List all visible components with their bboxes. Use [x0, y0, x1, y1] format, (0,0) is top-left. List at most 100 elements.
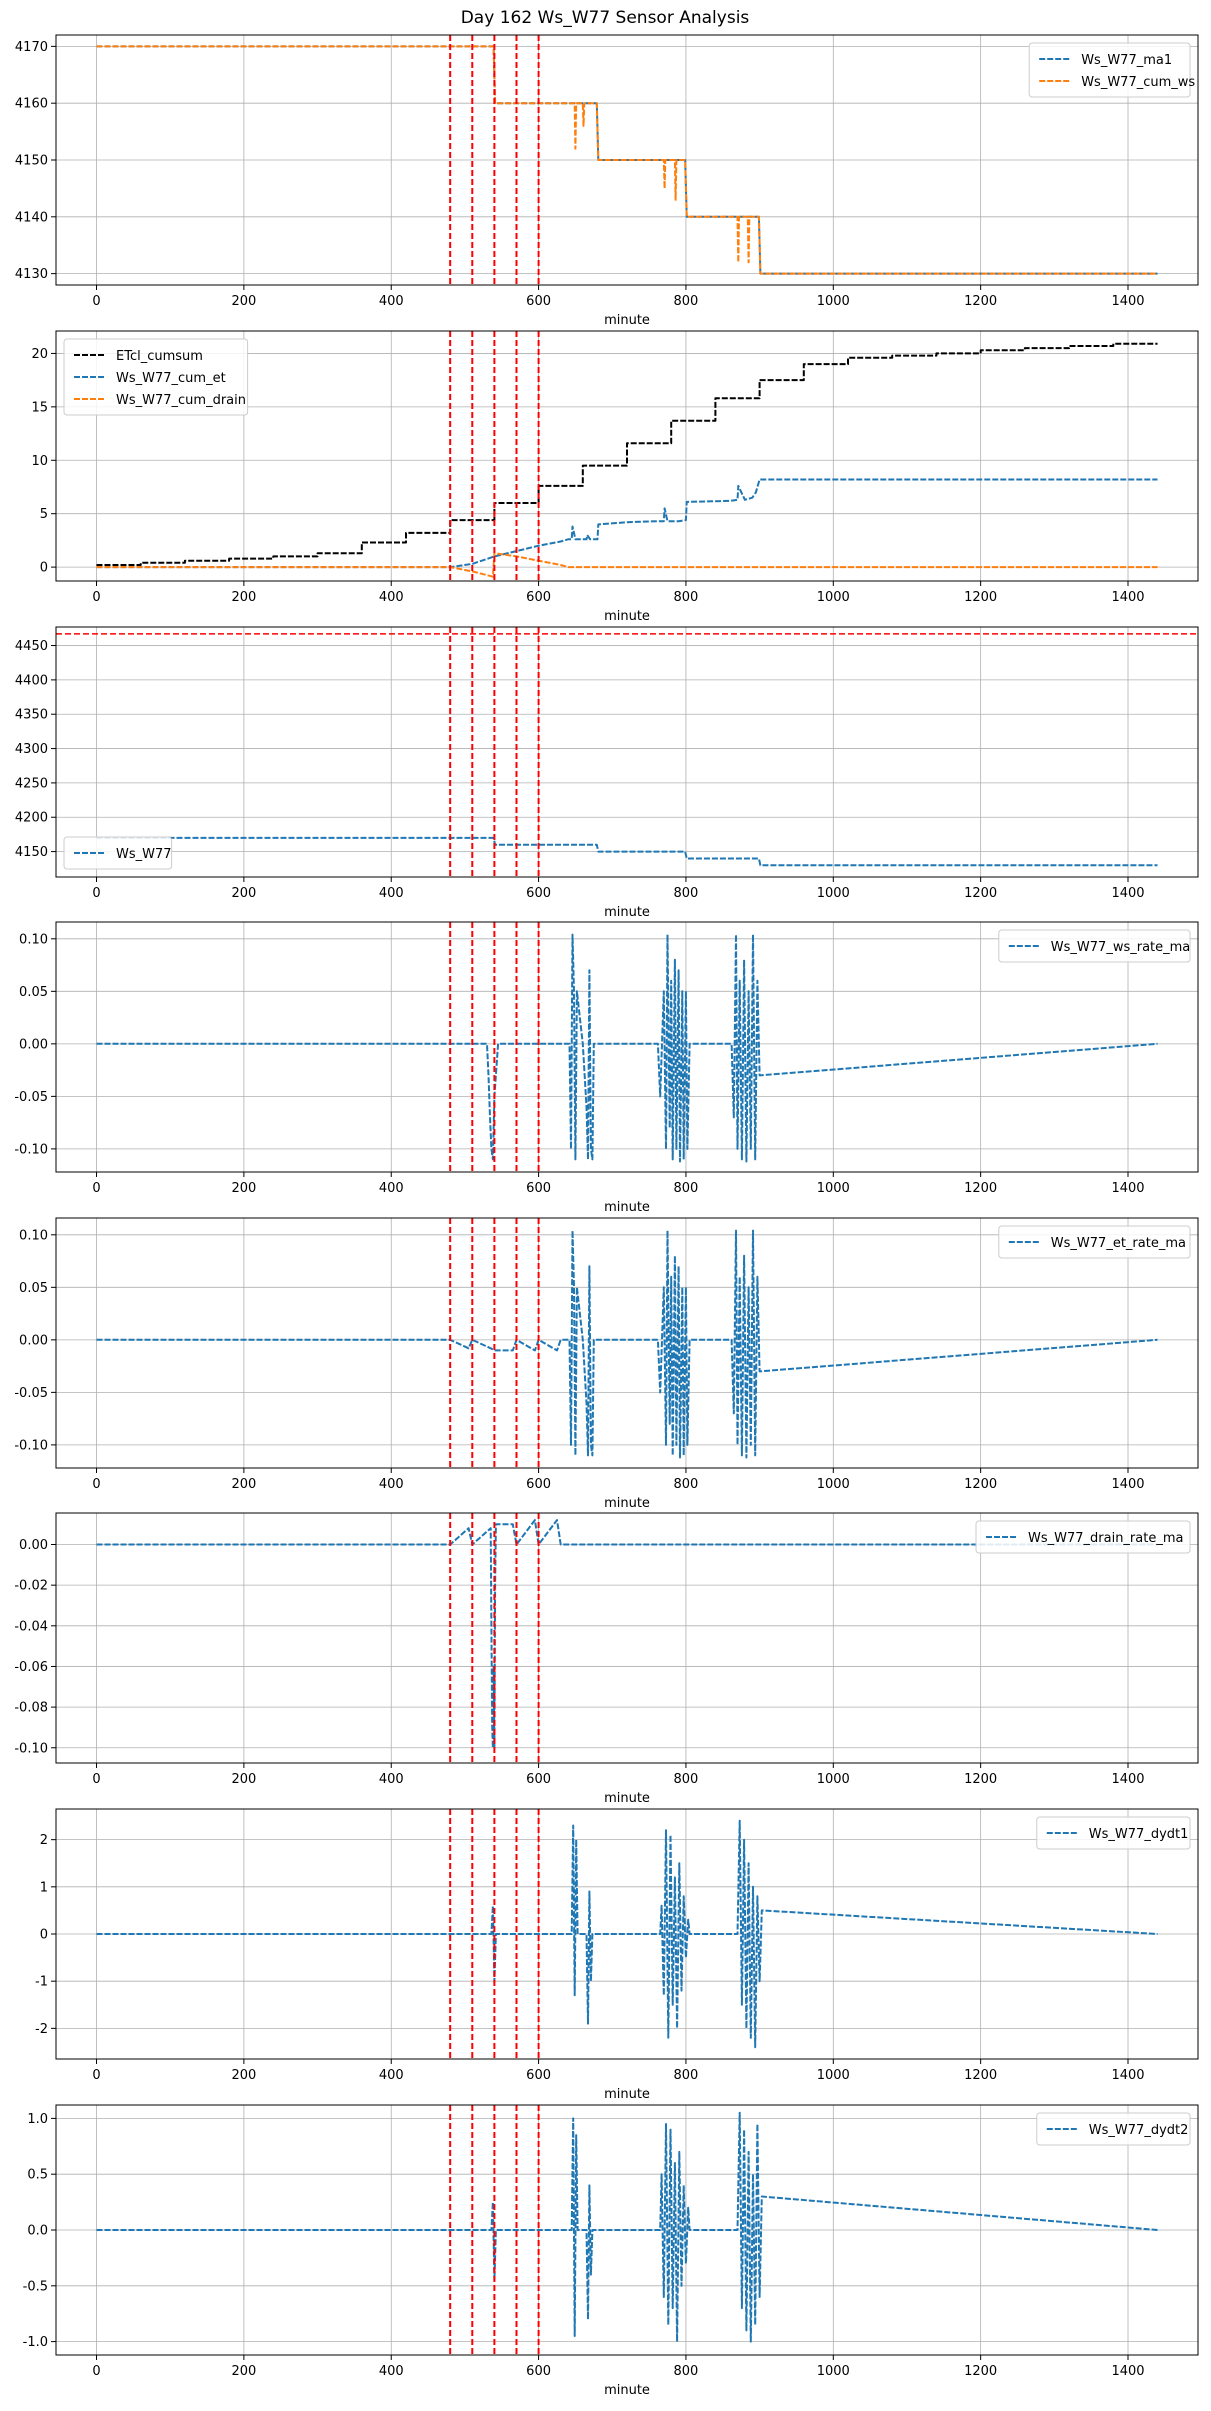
x-tick-label: 0	[92, 1181, 100, 1196]
legend-box	[63, 338, 249, 416]
y-tick-label: 0.00	[19, 1538, 48, 1553]
plot-area	[96, 1218, 1158, 1468]
y-tick-label: 4150	[15, 154, 48, 169]
x-tick-label: 400	[379, 1477, 404, 1492]
x-axis-label: minute	[604, 609, 650, 624]
plot-area	[96, 922, 1158, 1172]
x-tick-label: 1000	[817, 886, 850, 901]
x-tick-label: 1000	[817, 2364, 850, 2379]
y-tick-label: 4350	[15, 708, 48, 723]
x-tick-label: 200	[231, 1181, 256, 1196]
x-tick-label: 600	[526, 590, 551, 605]
y-tick-label: -0.02	[14, 1579, 48, 1594]
x-tick-label: 1400	[1111, 2364, 1144, 2379]
plot-area	[96, 1809, 1158, 2059]
legend-box	[975, 1520, 1191, 1554]
x-tick-label: 0	[92, 590, 100, 605]
x-tick-label: 600	[526, 1772, 551, 1787]
x-axis-label: minute	[604, 2383, 650, 2398]
legend-label: Ws_W77_ws_rate_ma	[1051, 940, 1190, 955]
y-tick-label: 4200	[15, 811, 48, 826]
x-tick-label: 1200	[964, 886, 997, 901]
x-tick-label: 800	[674, 294, 699, 309]
legend-box	[998, 929, 1191, 963]
legend-label: Ws_W77_drain_rate_ma	[1028, 1531, 1183, 1546]
x-tick-label: 0	[92, 2068, 100, 2083]
legend-box	[63, 836, 173, 870]
y-tick-label: 4140	[15, 210, 48, 225]
legend-label: Ws_W77_et_rate_ma	[1051, 1236, 1186, 1251]
y-tick-label: 4160	[15, 97, 48, 112]
x-tick-label: 800	[674, 2364, 699, 2379]
series-line-ws-w77-et-rate-ma	[96, 1229, 1158, 1459]
plot-area	[96, 35, 1158, 285]
y-tick-label: -2	[35, 2022, 48, 2037]
y-tick-label: 5	[40, 507, 48, 522]
axes-frame	[55, 1808, 1199, 2060]
x-axis-label: minute	[604, 313, 650, 328]
y-tick-label: 4150	[15, 845, 48, 860]
chart-panel-1: 0 200 400 600 800 1000 1200 1400 4130 4140 4150 416…	[15, 34, 1199, 328]
y-tick-label: -0.06	[14, 1660, 48, 1675]
legend: ETcl_cumsum Ws_W77_cum_et Ws_W77_cum_drain	[63, 338, 249, 416]
y-tick-label: 0.00	[19, 1333, 48, 1348]
x-tick-label: 400	[379, 1181, 404, 1196]
y-tick-label: 1.0	[27, 2112, 48, 2127]
legend: Ws_W77_ma1 Ws_W77_cum_ws	[1028, 42, 1195, 98]
y-tick-label: 0.10	[19, 1228, 48, 1243]
chart-panels: 0 200 400 600 800 1000 1200 1400413041404150416…	[14, 34, 1199, 2398]
x-tick-label: 1000	[817, 1772, 850, 1787]
legend-label: Ws_W77_cum_ws	[1081, 75, 1195, 90]
x-tick-label: 0	[92, 294, 100, 309]
axes-frame	[55, 626, 1199, 878]
x-tick-label: 400	[379, 886, 404, 901]
chart-panel-5: 0 200 400 600 800 1000 1200 1400 -0.10 -0.05 0.00 0…	[14, 1217, 1199, 1511]
y-tick-label: 0	[40, 1928, 48, 1943]
y-tick-label: 20	[31, 347, 48, 362]
plot-area	[56, 627, 1198, 877]
y-tick-label: -1	[35, 1975, 48, 1990]
y-tick-label: 0.0	[27, 2224, 48, 2239]
x-axis-label: minute	[604, 1200, 650, 1215]
y-tick-label: 0.05	[19, 985, 48, 1000]
x-tick-label: 1000	[817, 590, 850, 605]
x-axis-label: minute	[604, 905, 650, 920]
x-tick-label: 800	[674, 886, 699, 901]
x-tick-label: 800	[674, 2068, 699, 2083]
x-tick-label: 200	[231, 1477, 256, 1492]
series-line-ws-w77-dydt2	[96, 2111, 1158, 2343]
x-tick-label: 1200	[964, 2068, 997, 2083]
x-tick-label: 0	[92, 2364, 100, 2379]
axes-frame	[55, 34, 1199, 286]
x-tick-label: 600	[526, 1181, 551, 1196]
y-tick-label: -0.05	[14, 1386, 48, 1401]
axes-frame	[55, 330, 1199, 582]
axes-frame	[55, 921, 1199, 1173]
y-tick-label: -0.04	[14, 1619, 48, 1634]
x-tick-label: 200	[231, 2364, 256, 2379]
y-tick-label: 4300	[15, 742, 48, 757]
x-tick-label: 1200	[964, 1181, 997, 1196]
legend-label: Ws_W77_dydt2	[1089, 2123, 1189, 2138]
x-tick-label: 1000	[817, 294, 850, 309]
legend-box	[1028, 42, 1191, 98]
legend: Ws_W77_dydt1	[1036, 1816, 1191, 1850]
legend-box	[998, 1225, 1191, 1259]
plot-area	[96, 2105, 1158, 2355]
x-tick-label: 200	[231, 590, 256, 605]
chart-panel-3: 0 200 400 600 800 1000 1200 1400 4150 4200 4250 430…	[15, 626, 1199, 920]
chart-panel-7: 0 200 400 600 800 1000 1200 1400 -2 -1 0 1 2 minute Ws…	[35, 1808, 1199, 2102]
series-line-ws-w77-dydt1	[96, 1819, 1158, 2049]
y-tick-label: 4450	[15, 639, 48, 654]
y-tick-label: 4170	[15, 40, 48, 55]
y-tick-label: -0.10	[14, 1142, 48, 1157]
series-line-etcl-cumsum	[96, 342, 1158, 566]
x-tick-label: 400	[379, 294, 404, 309]
x-tick-label: 1400	[1111, 590, 1144, 605]
x-tick-label: 1200	[964, 2364, 997, 2379]
axes-frame	[55, 1217, 1199, 1469]
x-tick-label: 1200	[964, 1772, 997, 1787]
x-tick-label: 1400	[1111, 2068, 1144, 2083]
legend-label: Ws_W77_dydt1	[1089, 1827, 1189, 1842]
x-tick-label: 1200	[964, 590, 997, 605]
